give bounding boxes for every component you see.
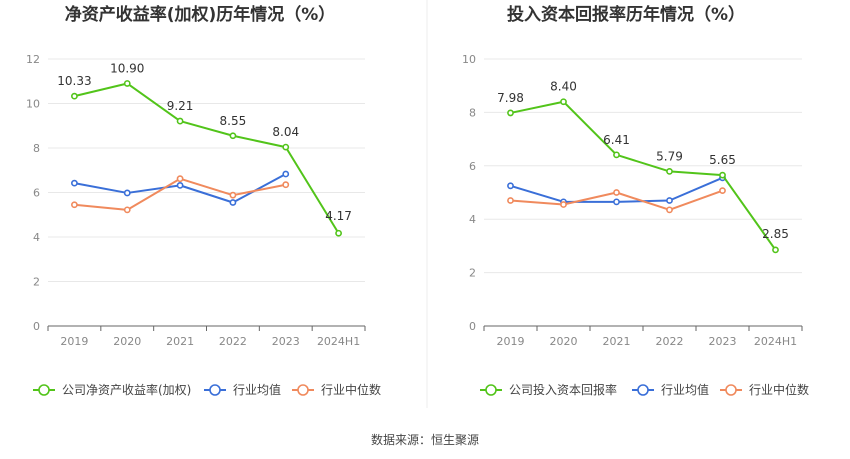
roic-legend-label: 行业中位数	[749, 382, 809, 397]
roe-average-point	[123, 189, 131, 197]
roe-median-point	[282, 181, 290, 189]
roe-y-tick-label: 2	[33, 276, 40, 289]
roic-y-tick-label: 8	[469, 106, 476, 119]
roe-average-point	[229, 199, 237, 206]
roic-data-label: 5.65	[709, 153, 736, 167]
roic-x-tick-label: 2019	[497, 335, 525, 348]
roic-company-line	[510, 100, 777, 251]
roe-y-tick-label: 8	[33, 142, 40, 155]
roe-company-point	[335, 229, 342, 237]
roic-chart: 投入资本回报率历年情况（%） 0 2 4 6 8 10 2019 2020 2021 2022 20…	[462, 4, 809, 397]
roe-data-label: 10.33	[57, 74, 91, 88]
roic-x-tick-label: 2022	[656, 335, 684, 348]
roe-legend-item-company[interactable]: 公司净资产收益率(加权)	[33, 382, 191, 397]
roe-data-label: 10.90	[110, 61, 144, 75]
roe-company-point	[123, 80, 131, 87]
roe-legend-item-median[interactable]: 行业中位数	[292, 382, 381, 397]
roic-y-tick-label: 4	[469, 213, 476, 226]
roic-data-label: 6.41	[603, 133, 630, 147]
roe-median-point	[71, 201, 78, 209]
roe-x-tick-label: 2022	[219, 335, 247, 348]
roic-legend-marker	[485, 384, 497, 396]
roic-legend-marker	[637, 384, 649, 396]
roic-x-tick-label: 2021	[603, 335, 631, 348]
roic-x-tick-label: 2024H1	[754, 335, 797, 348]
roe-legend-label: 公司净资产收益率(加权)	[62, 382, 191, 397]
roic-data-label: 7.98	[497, 91, 524, 105]
roic-average-point	[666, 197, 673, 204]
roic-legend-marker	[725, 384, 737, 396]
roe-data-label: 8.55	[220, 114, 247, 128]
roic-median-point	[613, 189, 620, 196]
roe-company-line	[74, 82, 340, 234]
roe-average-point	[282, 170, 290, 178]
roic-x-tick-label: 2023	[709, 335, 737, 348]
roe-y-tick-label: 0	[33, 320, 40, 333]
roe-median-point	[176, 175, 184, 183]
roic-company-point	[560, 98, 567, 106]
roe-legend-marker	[297, 384, 309, 396]
roe-y-tick-label: 6	[33, 187, 40, 200]
roic-y-tick-label: 0	[469, 320, 476, 333]
roic-legend-label: 行业均值	[661, 382, 709, 397]
roic-company-point	[772, 246, 779, 254]
roe-y-tick-label: 12	[26, 53, 40, 66]
roic-legend-label: 公司投入资本回报率	[509, 382, 617, 397]
roe-x-tick-label: 2020	[113, 335, 141, 348]
roic-legend-item-median[interactable]: 行业中位数	[720, 382, 809, 397]
roic-company-point	[613, 151, 620, 159]
roic-chart-title: 投入资本回报率历年情况（%）	[507, 4, 745, 25]
source-label: 数据来源：恒生聚源	[371, 432, 479, 447]
roe-x-tick-label: 2023	[272, 335, 300, 348]
roic-company-point	[719, 171, 726, 179]
roic-median-point	[719, 187, 726, 195]
roe-chart-title: 净资产收益率(加权)历年情况（%）	[65, 4, 336, 25]
roic-average-point	[613, 198, 620, 206]
roe-x-tick-label: 2019	[60, 335, 88, 348]
roic-y-tick-label: 2	[469, 267, 476, 280]
roe-legend-item-average[interactable]: 行业均值	[204, 382, 281, 397]
roe-legend-marker	[38, 384, 50, 396]
roe-company-point	[71, 92, 78, 100]
roic-data-label: 8.40	[550, 80, 577, 94]
roe-chart: 净资产收益率(加权)历年情况（%） 0 2 4 6 8 10 12 2019 2020 2021 2…	[26, 4, 381, 397]
roic-x-tick-label: 2020	[550, 335, 578, 348]
roe-legend-label: 行业均值	[233, 382, 281, 397]
roic-legend-item-company[interactable]: 公司投入资本回报率	[480, 382, 617, 397]
roe-legend-marker	[209, 384, 221, 396]
roic-median-point	[560, 201, 567, 208]
roe-x-tick-label: 2021	[166, 335, 194, 348]
roe-x-tick-label: 2024H1	[317, 335, 360, 348]
roe-legend-label: 行业中位数	[321, 382, 381, 397]
roe-data-label: 8.04	[272, 125, 299, 139]
roic-company-point	[666, 168, 673, 175]
roe-median-point	[123, 206, 131, 214]
roic-data-label: 2.85	[762, 227, 789, 241]
roe-average-point	[71, 179, 78, 187]
roe-average-point	[176, 181, 184, 189]
roe-y-tick-label: 4	[33, 231, 40, 244]
roe-company-point	[229, 132, 237, 140]
roic-company-point	[507, 109, 514, 117]
roic-median-point	[507, 197, 514, 204]
roe-company-point	[282, 143, 290, 151]
roic-average-point	[507, 182, 514, 190]
roic-legend-item-average[interactable]: 行业均值	[632, 382, 709, 397]
roe-data-label: 9.21	[167, 99, 194, 113]
roic-y-tick-label: 10	[462, 53, 476, 66]
roic-median-point	[666, 206, 673, 214]
roic-data-label: 5.79	[656, 149, 683, 163]
roe-median-point	[229, 191, 237, 199]
roic-y-tick-label: 6	[469, 160, 476, 173]
roe-y-tick-label: 10	[26, 98, 40, 111]
roe-company-point	[176, 117, 184, 125]
roe-data-label: 4.17	[325, 209, 352, 223]
